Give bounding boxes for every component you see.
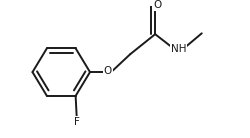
Text: F: F xyxy=(74,117,80,127)
Text: O: O xyxy=(153,0,161,10)
Text: NH: NH xyxy=(171,44,186,54)
Text: O: O xyxy=(104,66,112,76)
